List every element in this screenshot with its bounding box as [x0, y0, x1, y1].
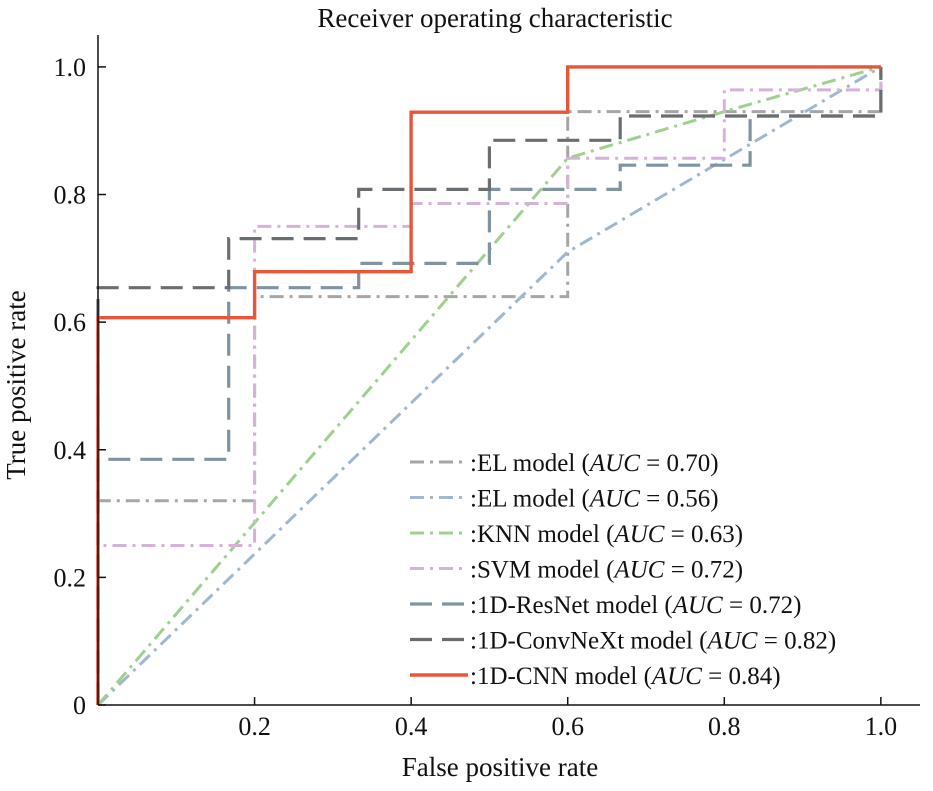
legend-label-4: :SVM model (AUC = 0.72) — [470, 557, 743, 584]
y-tick-label: 0.4 — [54, 436, 87, 465]
y-tick-label: 0.2 — [54, 563, 87, 592]
legend-label-2: :EL model (AUC = 0.56) — [470, 486, 719, 513]
axes-layer: 0.2 0.4 0.6 0.8 1.0 0 0.2 0.4 0.6 0.8 1.0 — [54, 35, 920, 741]
legend-label-5: :1D-ResNet model (AUC = 0.72) — [470, 592, 801, 619]
series-line-6 — [96, 66, 883, 705]
legend-label-6: :1D-ConvNeXt model (AUC = 0.82) — [470, 628, 836, 655]
legend-label-7: :1D-CNN model (AUC = 0.84) — [470, 663, 781, 690]
series-line-3 — [96, 65, 882, 706]
x-tick-label: 0.4 — [395, 712, 428, 741]
y-tick-label: 1.0 — [54, 53, 87, 82]
legend-label-1: :EL model (AUC = 0.70) — [470, 450, 719, 477]
y-tick-label: 0.8 — [54, 181, 87, 210]
y-tick-label: 0.6 — [54, 308, 87, 337]
y-tick-label: 0 — [73, 691, 86, 720]
y-axis-title: True positive rate — [1, 290, 31, 479]
x-tick-label: 0.8 — [708, 712, 741, 741]
series-line-4 — [96, 66, 883, 705]
chart-title: Receiver operating characteristic — [317, 3, 672, 33]
x-axis-title: False positive rate — [402, 752, 598, 782]
x-tick-label: 0.6 — [551, 712, 584, 741]
series-line-7 — [96, 65, 881, 705]
legend: :EL model (AUC = 0.70) :EL model (AUC = 0… — [410, 450, 836, 690]
series-layer — [96, 65, 883, 707]
x-tick-label: 1.0 — [865, 712, 898, 741]
series-line-5 — [96, 66, 883, 705]
x-tick-label: 0.2 — [238, 712, 271, 741]
legend-label-3: :KNN model (AUC = 0.63) — [470, 521, 743, 548]
